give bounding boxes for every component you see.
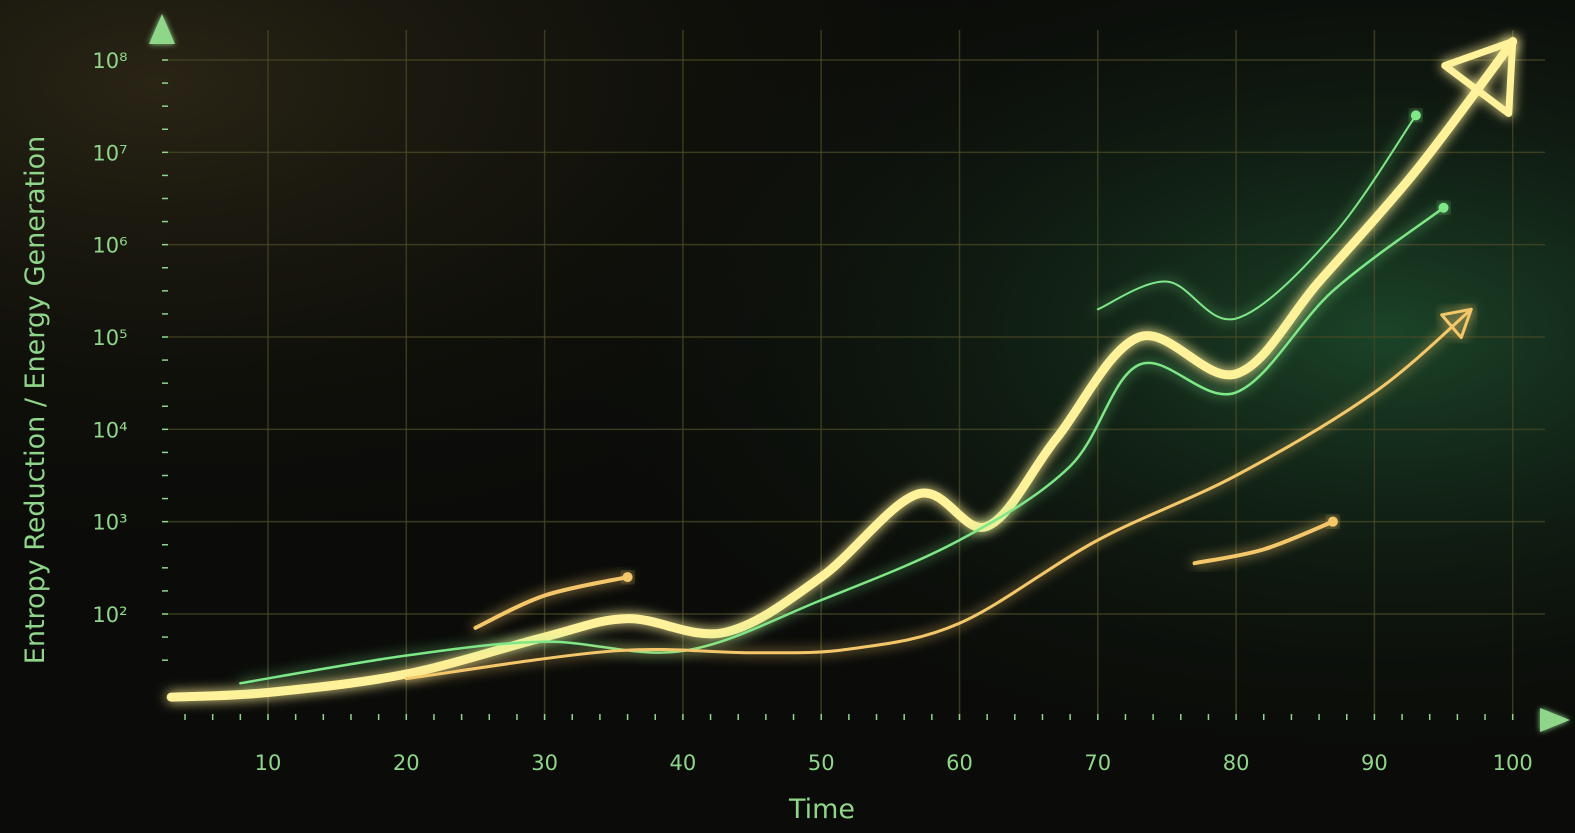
x-tick-label-90: 90 xyxy=(1361,751,1388,775)
series-5 xyxy=(473,572,633,630)
y-tick-label-5: 10⁵ xyxy=(92,326,127,350)
series-1-arrowhead xyxy=(1441,38,1517,118)
x-tick-label-20: 20 xyxy=(393,751,420,775)
tick-labels: 10 20 30 40 50 60 70 80 90 100 10² 10³ 10⁴ 10⁵ 10⁶ 10⁷ 1… xyxy=(92,49,1532,775)
series-2-line xyxy=(239,206,1445,685)
x-tick-label-10: 10 xyxy=(255,751,282,775)
series-5-line xyxy=(473,575,630,630)
x-tick-label-70: 70 xyxy=(1084,751,1111,775)
series-2-endpoint xyxy=(1438,202,1449,213)
series-3-line xyxy=(404,307,1473,681)
y-tick-label-2: 10² xyxy=(92,603,127,627)
series-6-line xyxy=(1192,519,1335,566)
axes xyxy=(149,14,1570,732)
y-tick-label-8: 10⁸ xyxy=(92,49,127,73)
y-tick-label-7: 10⁷ xyxy=(92,141,127,165)
x-axis-arrowhead xyxy=(1540,708,1570,732)
series-6 xyxy=(1192,516,1338,566)
series-1-line xyxy=(166,37,1518,702)
series-1 xyxy=(166,37,1518,702)
series-2 xyxy=(239,202,1449,685)
series-3-arrowhead xyxy=(1440,307,1473,340)
x-tick-label-60: 60 xyxy=(946,751,973,775)
grid xyxy=(162,30,1545,720)
x-tick-label-40: 40 xyxy=(670,751,697,775)
series-4-line xyxy=(1096,114,1417,321)
y-tick-label-4: 10⁴ xyxy=(92,418,127,442)
x-tick-label-80: 80 xyxy=(1223,751,1250,775)
series-6-endpoint xyxy=(1327,516,1338,527)
series-4-endpoint xyxy=(1410,110,1421,121)
y-axis-arrowhead xyxy=(149,14,175,44)
x-tick-label-50: 50 xyxy=(808,751,835,775)
series-4 xyxy=(1096,110,1421,321)
y-tick-label-3: 10³ xyxy=(92,511,127,535)
x-tick-label-30: 30 xyxy=(531,751,558,775)
y-tick-label-6: 10⁶ xyxy=(92,234,127,258)
series-layer xyxy=(166,37,1518,702)
x-tick-label-100: 100 xyxy=(1493,751,1533,775)
x-axis-title: Time xyxy=(788,794,855,825)
y-axis-title: Entropy Reduction / Energy Generation xyxy=(20,136,51,664)
series-3 xyxy=(404,307,1473,681)
series-5-endpoint xyxy=(622,572,633,583)
